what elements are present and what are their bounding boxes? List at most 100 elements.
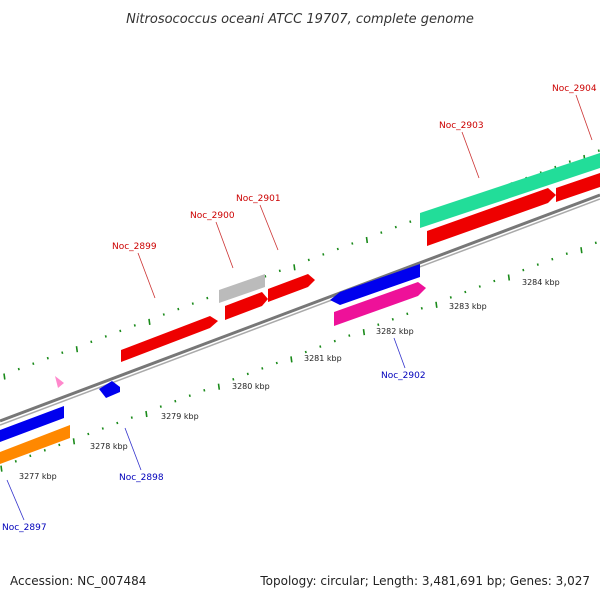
feature-noc-2898[interactable] bbox=[99, 381, 120, 398]
ruler-tick bbox=[261, 367, 264, 370]
ruler-tick bbox=[46, 356, 49, 360]
ruler-tick bbox=[565, 252, 568, 256]
feature-noc-2897-blue[interactable] bbox=[0, 406, 64, 442]
gene-label-noc-2902[interactable]: Noc_2902 bbox=[381, 371, 426, 381]
ruler-tick bbox=[333, 339, 336, 343]
ruler-tick bbox=[159, 405, 162, 408]
features bbox=[0, 153, 600, 464]
feature-noc-2902[interactable] bbox=[334, 282, 426, 326]
feature-noc-2903[interactable] bbox=[427, 188, 556, 246]
ruler-label: 3282 kbp bbox=[376, 327, 414, 336]
feature-pink-marker bbox=[55, 376, 64, 388]
ruler-tick bbox=[0, 465, 3, 472]
ruler-label: 3278 kbp bbox=[90, 442, 128, 451]
topology-summary: Topology: circular; Length: 3,481,691 bp… bbox=[259, 574, 590, 588]
backbone-lower bbox=[0, 198, 600, 426]
ruler-tick bbox=[191, 302, 194, 305]
ruler-tick bbox=[14, 459, 17, 463]
ruler-tick bbox=[75, 346, 79, 353]
ruler-tick bbox=[362, 328, 366, 336]
ruler-labels: 3277 kbp 3278 kbp 3279 kbp 3280 kbp 3281… bbox=[19, 278, 560, 481]
ruler-tick bbox=[380, 231, 383, 234]
map-title: Nitrosococcus oceani ATCC 19707, complet… bbox=[126, 12, 474, 27]
ruler-tick bbox=[217, 383, 221, 390]
gene-label-noc-2898[interactable]: Noc_2898 bbox=[119, 473, 164, 483]
ruler-tick bbox=[597, 149, 600, 153]
ruler-tick bbox=[365, 236, 369, 244]
leader-noc-2898 bbox=[124, 427, 142, 471]
ruler-tick bbox=[119, 329, 122, 333]
feature-noc-2900[interactable] bbox=[225, 292, 268, 320]
ruler-tick bbox=[145, 410, 148, 418]
ruler-tick bbox=[293, 264, 296, 271]
leader-noc-2902 bbox=[393, 337, 406, 369]
feature-noc-2901[interactable] bbox=[268, 274, 315, 302]
ruler-label: 3279 kbp bbox=[161, 412, 199, 421]
ruler-tick bbox=[87, 432, 90, 436]
gene-label-noc-2903[interactable]: Noc_2903 bbox=[439, 121, 484, 131]
leader-noc-2899 bbox=[137, 252, 156, 299]
ruler-tick bbox=[104, 335, 107, 338]
ruler-tick bbox=[348, 334, 351, 337]
ruler-tick bbox=[435, 301, 438, 308]
ruler-tick bbox=[554, 165, 557, 169]
ruler-tick bbox=[406, 312, 409, 316]
gene-label-noc-2900[interactable]: Noc_2900 bbox=[190, 211, 235, 221]
ruler-tick bbox=[232, 377, 235, 381]
ruler-tick bbox=[174, 399, 177, 403]
ruler-tick bbox=[594, 241, 597, 245]
ruler-tick bbox=[409, 220, 412, 224]
ruler-label: 3280 kbp bbox=[232, 382, 270, 391]
ruler-tick bbox=[322, 253, 325, 256]
ruler-tick bbox=[290, 356, 293, 363]
feature-noc-2899[interactable] bbox=[121, 316, 218, 362]
gene-label-noc-2899[interactable]: Noc_2899 bbox=[112, 242, 157, 252]
ruler-tick bbox=[206, 296, 209, 300]
accession-text: Accession: NC_007484 bbox=[10, 574, 146, 588]
feature-noc-2900-grey[interactable] bbox=[219, 274, 265, 303]
ruler-tick bbox=[58, 443, 61, 447]
feature-noc-2904[interactable] bbox=[556, 173, 600, 202]
ruler-tick bbox=[177, 307, 180, 311]
ruler-tick bbox=[536, 263, 539, 266]
ruler-tick bbox=[493, 279, 496, 283]
ruler-tick bbox=[580, 247, 583, 254]
ruler-tick bbox=[203, 388, 206, 392]
gene-label-noc-2901[interactable]: Noc_2901 bbox=[236, 194, 281, 204]
ruler-tick bbox=[148, 318, 151, 326]
ruler-tick bbox=[275, 361, 278, 365]
leader-noc-2901 bbox=[259, 204, 279, 251]
leader-noc-2900 bbox=[215, 221, 234, 269]
ruler-tick bbox=[522, 268, 525, 272]
gene-label-noc-2897[interactable]: Noc_2897 bbox=[2, 523, 47, 533]
ruler-tick bbox=[319, 345, 322, 348]
gene-labels: Noc_2897 Noc_2898 Noc_2899 Noc_2900 Noc_… bbox=[2, 84, 597, 533]
ruler-tick bbox=[61, 351, 64, 355]
ruler-tick bbox=[116, 421, 119, 425]
ruler-tick bbox=[188, 394, 191, 398]
ruler-tick bbox=[391, 317, 394, 321]
ruler-tick bbox=[17, 367, 20, 371]
gene-label-noc-2904[interactable]: Noc_2904 bbox=[552, 84, 597, 94]
ruler-tick bbox=[568, 160, 571, 163]
ruler-tick bbox=[351, 242, 354, 245]
ruler-tick bbox=[133, 324, 136, 327]
ruler-tick bbox=[507, 274, 511, 281]
ruler-tick bbox=[420, 306, 423, 310]
feature-noc-2903-green[interactable] bbox=[420, 153, 600, 228]
ruler-tick bbox=[90, 340, 93, 344]
ruler-label: 3277 kbp bbox=[19, 472, 57, 481]
feature-noc-2902-blue[interactable] bbox=[330, 264, 420, 305]
ruler-tick bbox=[43, 448, 46, 452]
ruler-tick bbox=[3, 373, 6, 380]
leader-noc-2897 bbox=[6, 479, 25, 521]
leader-noc-2903 bbox=[461, 131, 480, 179]
ruler-label: 3283 kbp bbox=[449, 302, 487, 311]
ruler-tick bbox=[162, 313, 165, 316]
ruler-tick bbox=[307, 258, 310, 262]
ruler-tick bbox=[377, 323, 380, 327]
feature-noc-2897-orange[interactable] bbox=[0, 425, 70, 464]
ruler-tick bbox=[464, 290, 467, 294]
ruler-tick bbox=[478, 285, 481, 288]
ruler-tick bbox=[336, 247, 339, 251]
